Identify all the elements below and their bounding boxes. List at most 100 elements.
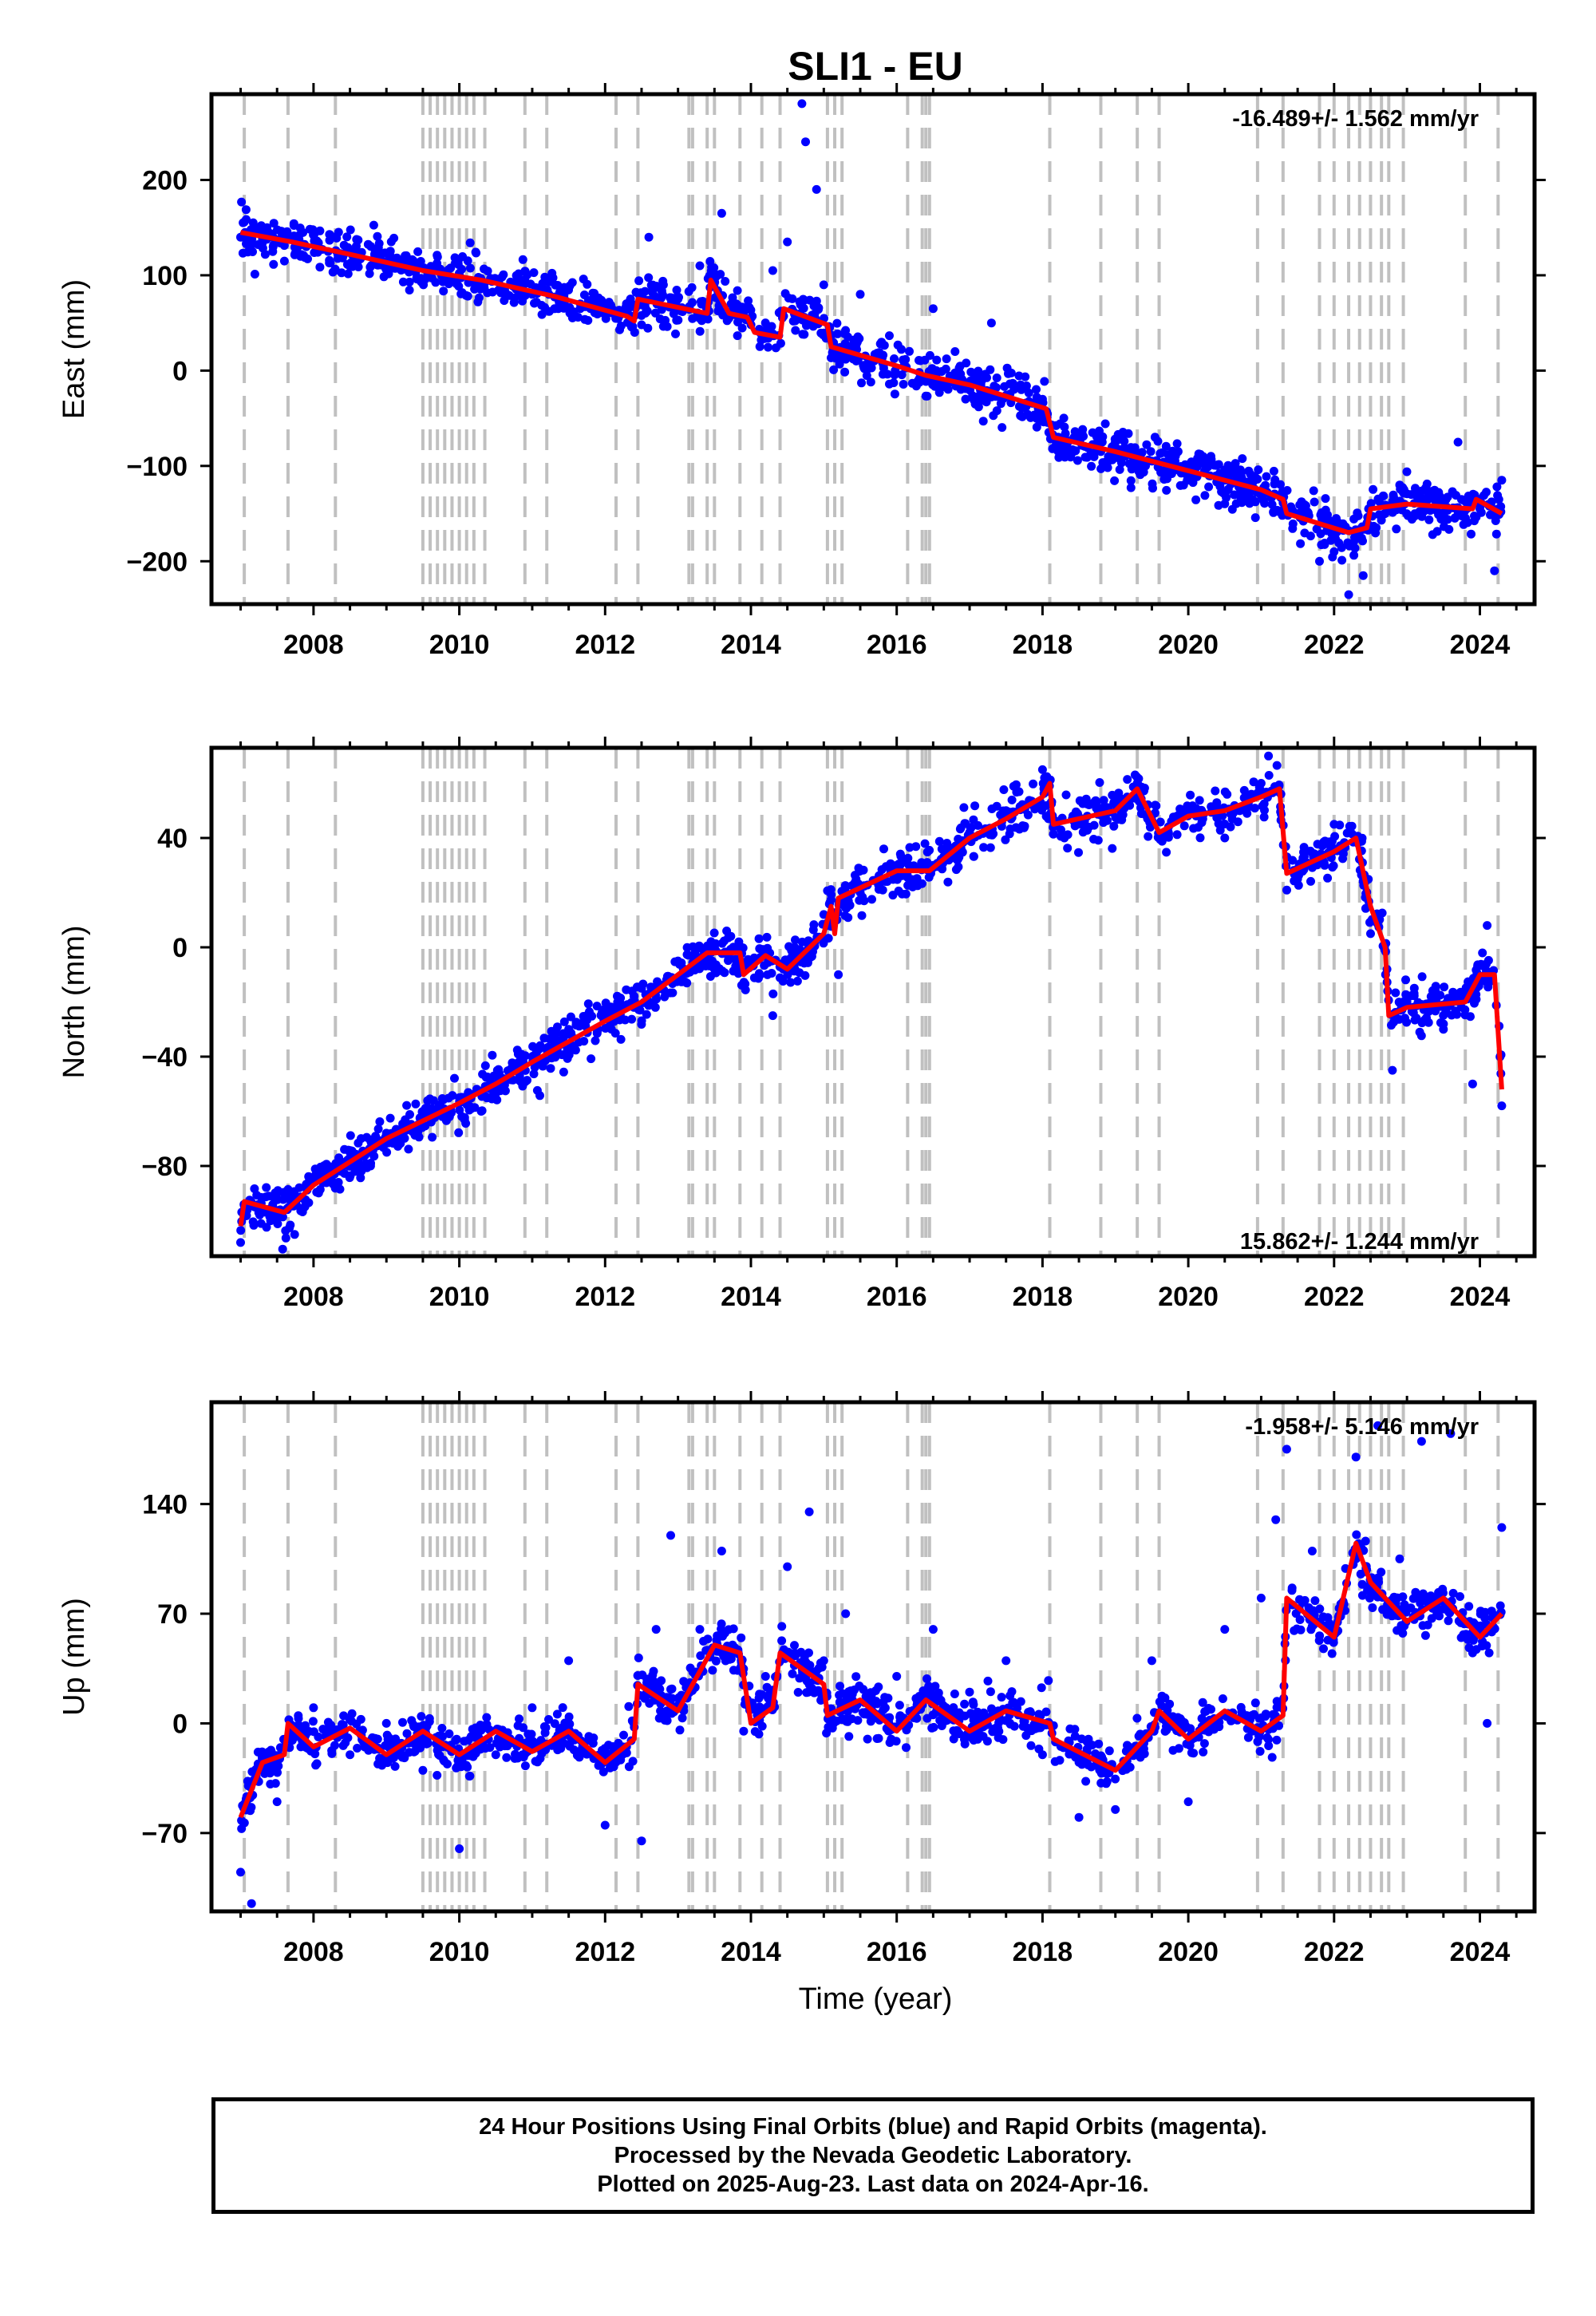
east-data-point: [864, 358, 873, 368]
north-data-point: [735, 942, 745, 951]
up-x-tick-label: 2012: [575, 1937, 635, 1967]
north-data-point: [559, 1017, 569, 1026]
up-data-point: [949, 1734, 958, 1744]
east-x-tick-label: 2010: [429, 630, 490, 660]
north-data-point: [1483, 977, 1493, 986]
up-data-point: [783, 1562, 792, 1571]
east-x-tick-label: 2016: [867, 630, 927, 660]
up-data-point: [455, 1844, 464, 1853]
north-data-point: [1417, 1018, 1427, 1028]
east-data-point: [755, 342, 764, 351]
east-data-point: [1424, 490, 1433, 500]
up-data-point: [960, 1699, 970, 1709]
east-rate-label: -16.489+/- 1.562 mm/yr: [1232, 106, 1479, 132]
east-data-point: [1024, 388, 1033, 397]
up-data-point: [309, 1703, 318, 1713]
east-plot-area: [236, 94, 1507, 604]
east-data-point: [1261, 480, 1270, 490]
east-data-point: [471, 247, 480, 257]
east-data-point: [1377, 516, 1386, 525]
north-data-point: [922, 848, 932, 857]
north-data-point: [575, 1022, 584, 1031]
east-data-point: [1158, 448, 1167, 457]
north-data-point: [520, 1077, 530, 1086]
up-data-point: [726, 1654, 736, 1664]
up-data-point: [271, 1779, 280, 1788]
east-data-point: [1073, 431, 1083, 441]
north-data-point: [566, 1012, 575, 1022]
up-data-point: [1495, 1601, 1505, 1611]
up-data-point: [930, 1682, 940, 1691]
east-data-point: [688, 314, 697, 323]
north-data-point: [515, 1071, 524, 1081]
north-data-point: [1195, 796, 1204, 805]
up-data-point: [1400, 1600, 1409, 1610]
up-data-point: [1361, 1536, 1370, 1546]
east-data-point: [644, 273, 654, 283]
up-data-point: [1272, 1703, 1282, 1712]
east-data-point: [1207, 455, 1216, 464]
up-data-point: [1074, 1812, 1084, 1822]
up-data-point: [1398, 1592, 1408, 1602]
panel-north: 2008 2010 2012 2014 2016 2018 2020 2022 2024 −80 −…: [57, 737, 1546, 1312]
north-data-point: [605, 1021, 614, 1030]
north-data-point: [480, 1061, 490, 1070]
up-x-tick-label: 2008: [283, 1937, 344, 1967]
north-data-point: [592, 1002, 602, 1011]
up-data-point: [1082, 1737, 1092, 1746]
north-data-point: [959, 803, 969, 812]
east-data-point: [1124, 429, 1133, 438]
north-data-point: [335, 1184, 345, 1194]
north-data-point: [1220, 787, 1230, 796]
east-data-point: [841, 354, 851, 364]
up-data-point: [619, 1730, 628, 1740]
north-rate-label: 15.862+/- 1.244 mm/yr: [1240, 1229, 1479, 1255]
up-data-point: [572, 1751, 582, 1760]
up-data-point: [934, 1688, 943, 1697]
east-data-point: [1344, 590, 1353, 599]
up-data-point: [1026, 1741, 1036, 1750]
up-y-tick-label: −70: [141, 1819, 188, 1849]
east-data-point: [1204, 482, 1214, 492]
east-y-axis-label: East (mm): [57, 279, 91, 419]
north-data-point: [1136, 809, 1146, 818]
east-data-point: [601, 314, 610, 323]
north-data-point: [911, 842, 921, 852]
east-data-point: [1323, 510, 1332, 520]
north-data-point: [682, 943, 692, 952]
east-data-point: [913, 377, 922, 386]
north-data-point: [262, 1223, 271, 1232]
east-data-point: [1450, 513, 1460, 523]
east-model-line: [239, 230, 1503, 536]
east-data-point: [374, 239, 384, 248]
north-data-point: [1156, 817, 1165, 827]
north-frame: [209, 745, 1537, 1259]
north-data-point: [855, 867, 864, 876]
up-data-point: [287, 1736, 296, 1745]
east-data-point: [1296, 539, 1306, 548]
east-data-point: [444, 279, 453, 289]
east-data-point: [483, 288, 492, 298]
east-data-point: [1300, 528, 1310, 538]
north-data-point: [1144, 832, 1153, 841]
east-data-point: [942, 354, 951, 364]
up-data-point: [416, 1743, 425, 1753]
east-x-tick-label: 2020: [1158, 630, 1219, 660]
up-data-point: [656, 1706, 666, 1716]
up-x-tick-label: 2018: [1013, 1937, 1073, 1967]
east-data-point: [928, 304, 938, 314]
north-data-point: [951, 865, 961, 875]
east-data-point: [1159, 475, 1169, 484]
north-data-point: [587, 1054, 596, 1064]
north-data-point: [385, 1113, 395, 1123]
up-data-point: [1483, 1718, 1492, 1728]
north-data-point: [266, 1216, 275, 1226]
up-data-point: [624, 1701, 634, 1711]
east-data-point: [500, 296, 509, 306]
east-data-point: [885, 379, 894, 389]
up-data-point: [1267, 1753, 1277, 1762]
up-data-point: [667, 1709, 677, 1718]
north-data-point: [531, 1044, 541, 1053]
east-data-point: [841, 326, 851, 335]
east-data-point: [1172, 439, 1182, 449]
